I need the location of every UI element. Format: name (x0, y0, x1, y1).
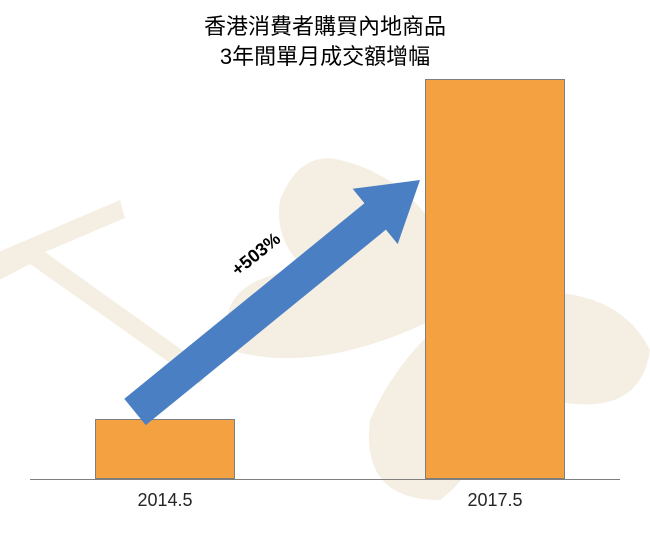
bar-chart: 2014.5 2017.5 +503% (30, 80, 620, 480)
category-label-1: 2017.5 (405, 480, 585, 511)
title-line-1: 香港消費者購買內地商品 (204, 14, 446, 39)
title-line-2: 3年間單月成交額增幅 (220, 44, 430, 69)
page-title: 香港消費者購買內地商品 3年間單月成交額增幅 (0, 12, 650, 71)
growth-arrow (30, 80, 620, 480)
category-label-0: 2014.5 (75, 480, 255, 511)
